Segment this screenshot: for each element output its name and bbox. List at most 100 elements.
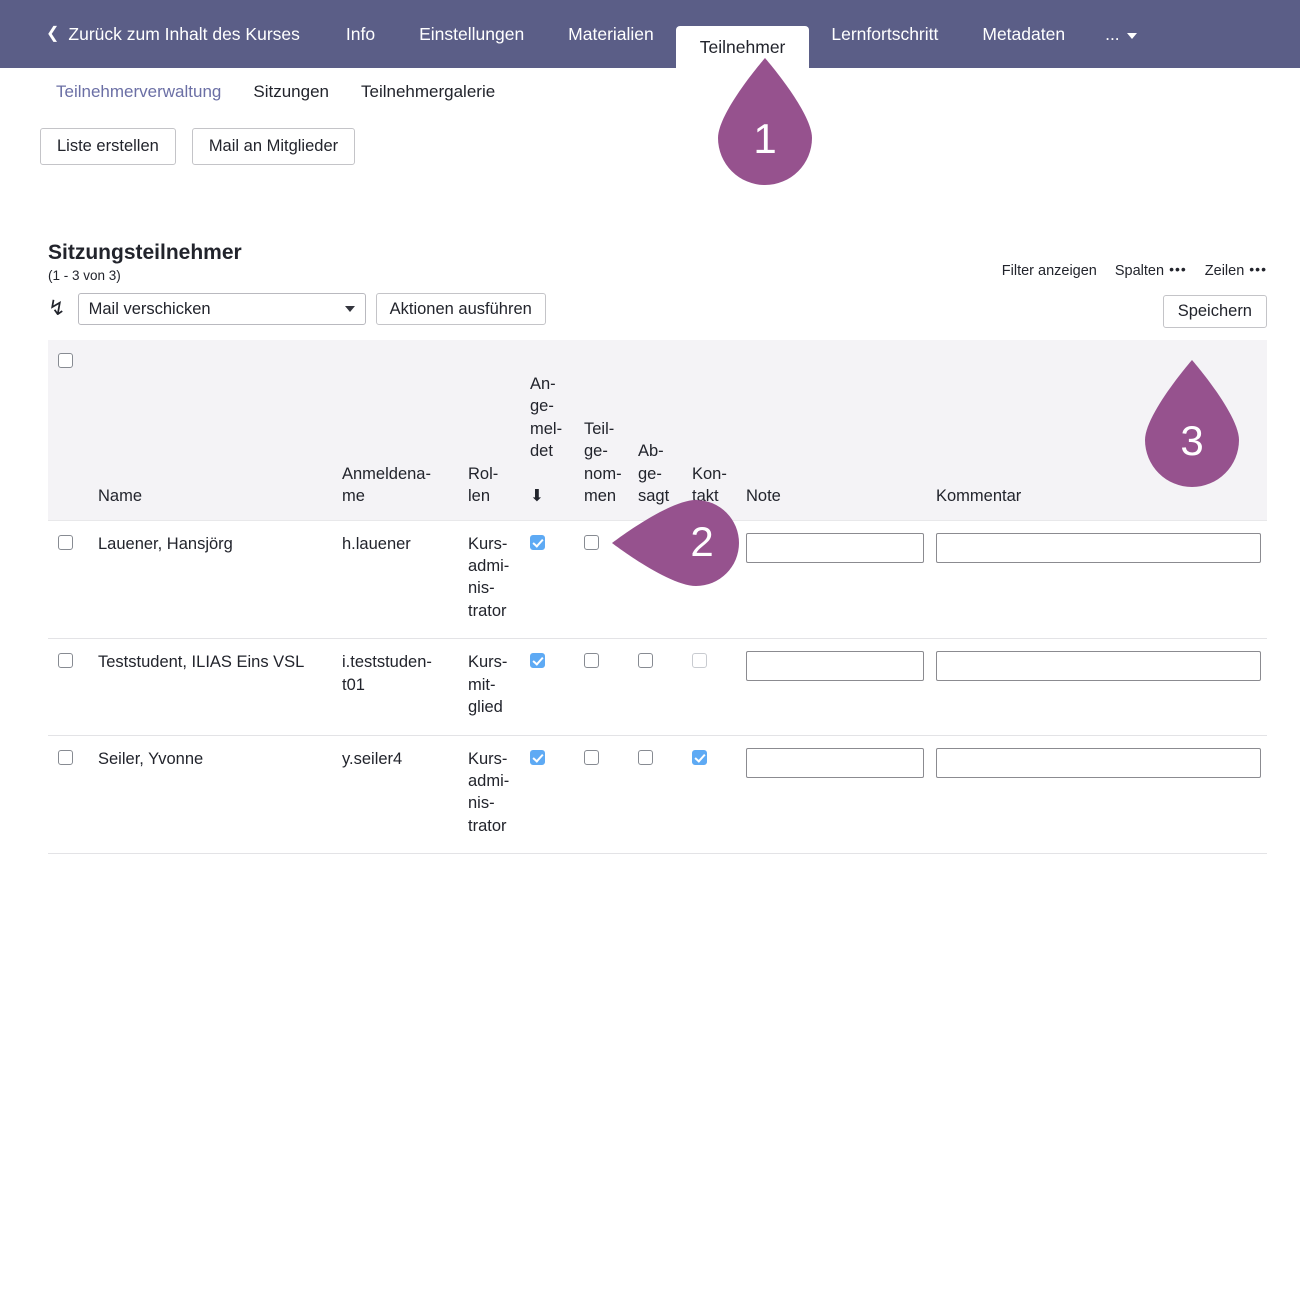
cell-note <box>740 735 930 855</box>
chevron-left-icon: ❮ <box>46 25 60 42</box>
cell-login: h.lauener <box>336 519 462 640</box>
cell-participated <box>578 519 632 640</box>
columns-control[interactable]: Spalten ••• <box>1114 261 1187 280</box>
cell-participated <box>578 638 632 736</box>
cancelled-checkbox[interactable] <box>638 749 653 765</box>
table-toolbar: ↯ Mail verschicken Aktionen ausführen Fi… <box>48 261 1267 329</box>
participated-checkbox[interactable] <box>584 749 599 765</box>
tab-einstellungen[interactable]: Einstellungen <box>397 0 546 68</box>
tab-metadaten[interactable]: Metadaten <box>960 0 1087 68</box>
registered-checkbox[interactable] <box>530 534 545 550</box>
rows-label: Zeilen <box>1204 263 1245 280</box>
tab-lernfortschritt[interactable]: Lernfortschritt <box>809 0 960 68</box>
header-participated[interactable]: Teil- ge- nom- men <box>578 340 632 520</box>
cell-cancelled <box>632 519 686 640</box>
action-button-bar: Liste erstellen Mail an Mitglieder <box>0 102 1300 166</box>
registered-checkbox[interactable] <box>530 749 545 765</box>
table-row: Seiler, Yvonne y.seiler4 Kurs- admi- nis… <box>48 735 1267 855</box>
cell-comment <box>930 519 1267 640</box>
bulk-action-select[interactable]: Mail verschicken <box>77 293 366 326</box>
table-row: Lauener, Hansjörg h.lauener Kurs- admi- … <box>48 519 1267 640</box>
save-button[interactable]: Speichern <box>1162 295 1267 329</box>
row-select-checkbox[interactable] <box>58 749 73 765</box>
row-select-checkbox[interactable] <box>58 653 73 669</box>
note-input[interactable] <box>746 747 924 778</box>
show-filter-label: Filter anzeigen <box>1001 263 1097 280</box>
subnav-item-teilnehmerverwaltung[interactable]: Teilnehmerverwaltung <box>56 82 222 101</box>
contact-checkbox[interactable] <box>692 534 707 550</box>
contact-checkbox[interactable] <box>692 749 707 765</box>
subnav-item-teilnehmergalerie[interactable]: Teilnehmergalerie <box>361 82 496 101</box>
bulk-action-select-wrapper: Mail verschicken <box>77 293 366 326</box>
tab-einstellungen-label: Einstellungen <box>419 23 525 44</box>
participants-table: Name Anmeldena- me Rol- len An- ge- mel-… <box>48 340 1267 855</box>
cell-login: y.seiler4 <box>336 735 462 855</box>
execute-actions-button[interactable]: Aktionen ausführen <box>375 293 546 326</box>
cell-role: Kurs- mit- glied <box>462 638 524 736</box>
tab-lernfortschritt-label: Lernfortschritt <box>831 23 939 44</box>
subnav-item-sitzungen[interactable]: Sitzungen <box>253 82 329 101</box>
arrow-down-icon: ⬇ <box>530 487 544 506</box>
participants-table-block: Sitzungsteilnehmer (1 - 3 von 3) ↯ Mail … <box>0 241 1300 855</box>
table-record-count: (1 - 3 von 3) <box>48 268 121 284</box>
header-registered-label: An- ge- mel- det <box>530 374 563 461</box>
note-input[interactable] <box>746 532 924 563</box>
cancelled-checkbox[interactable] <box>638 653 653 669</box>
top-navigation-items: ❮ Zurück zum Inhalt des Kurses Info Eins… <box>46 0 1155 68</box>
rows-control[interactable]: Zeilen ••• <box>1204 261 1267 280</box>
cell-cancelled <box>632 638 686 736</box>
header-contact[interactable]: Kon- takt <box>686 340 740 520</box>
top-navigation-bar: ❮ Zurück zum Inhalt des Kurses Info Eins… <box>0 0 1300 68</box>
select-all-checkbox[interactable] <box>58 353 73 369</box>
cell-contact <box>686 519 740 640</box>
contact-checkbox[interactable] <box>692 653 707 669</box>
header-registered[interactable]: An- ge- mel- det ⬇ <box>524 340 578 520</box>
mail-to-members-button[interactable]: Mail an Mitglieder <box>191 128 356 166</box>
header-name[interactable]: Name <box>92 340 336 520</box>
header-comment[interactable]: Kommentar <box>930 340 1267 520</box>
comment-input[interactable] <box>936 532 1261 563</box>
cancelled-checkbox[interactable] <box>638 534 653 550</box>
participated-checkbox[interactable] <box>584 653 599 669</box>
header-login[interactable]: Anmeldena- me <box>336 340 462 520</box>
cell-participated <box>578 735 632 855</box>
cell-contact <box>686 638 740 736</box>
chevron-down-icon <box>1126 33 1137 39</box>
header-cancelled[interactable]: Ab- ge- sagt <box>632 340 686 520</box>
arrow-turn-up-right-icon: ↯ <box>48 296 66 320</box>
cell-note <box>740 638 930 736</box>
back-to-course-label: Zurück zum Inhalt des Kurses <box>68 23 300 44</box>
show-filter-control[interactable]: Filter anzeigen <box>1002 263 1097 279</box>
tab-materialien-label: Materialien <box>568 23 654 44</box>
back-to-course-link[interactable]: ❮ Zurück zum Inhalt des Kurses <box>46 0 324 68</box>
table-body: Lauener, Hansjörg h.lauener Kurs- admi- … <box>48 519 1267 855</box>
tab-info[interactable]: Info <box>324 0 397 68</box>
tab-materialien[interactable]: Materialien <box>546 0 676 68</box>
row-select-cell <box>48 638 92 736</box>
row-select-cell <box>48 519 92 640</box>
header-note[interactable]: Note <box>740 340 930 520</box>
row-select-checkbox[interactable] <box>58 534 73 550</box>
row-select-cell <box>48 735 92 855</box>
tab-metadaten-label: Metadaten <box>982 23 1066 44</box>
cell-name: Lauener, Hansjörg <box>92 519 336 640</box>
cell-contact <box>686 735 740 855</box>
table-header: Name Anmeldena- me Rol- len An- ge- mel-… <box>48 340 1267 520</box>
table-row: Teststudent, ILIAS Eins VSL i.teststuden… <box>48 638 1267 736</box>
registered-checkbox[interactable] <box>530 653 545 669</box>
table-header-row: Name Anmeldena- me Rol- len An- ge- mel-… <box>48 340 1267 520</box>
tab-more-label: ... <box>1105 23 1120 44</box>
create-list-button[interactable]: Liste erstellen <box>40 128 176 166</box>
columns-label: Spalten <box>1114 263 1165 280</box>
tab-teilnehmer[interactable]: Teilnehmer <box>675 26 810 68</box>
cell-comment <box>930 735 1267 855</box>
participated-checkbox[interactable] <box>584 534 599 550</box>
note-input[interactable] <box>746 651 924 682</box>
ellipsis-icon: ••• <box>1169 261 1187 278</box>
comment-input[interactable] <box>936 651 1261 682</box>
table-toolbar-left: ↯ Mail verschicken Aktionen ausführen <box>48 293 546 326</box>
comment-input[interactable] <box>936 747 1261 778</box>
cell-cancelled <box>632 735 686 855</box>
header-roles[interactable]: Rol- len <box>462 340 524 520</box>
tab-more-menu[interactable]: ... <box>1087 0 1155 68</box>
